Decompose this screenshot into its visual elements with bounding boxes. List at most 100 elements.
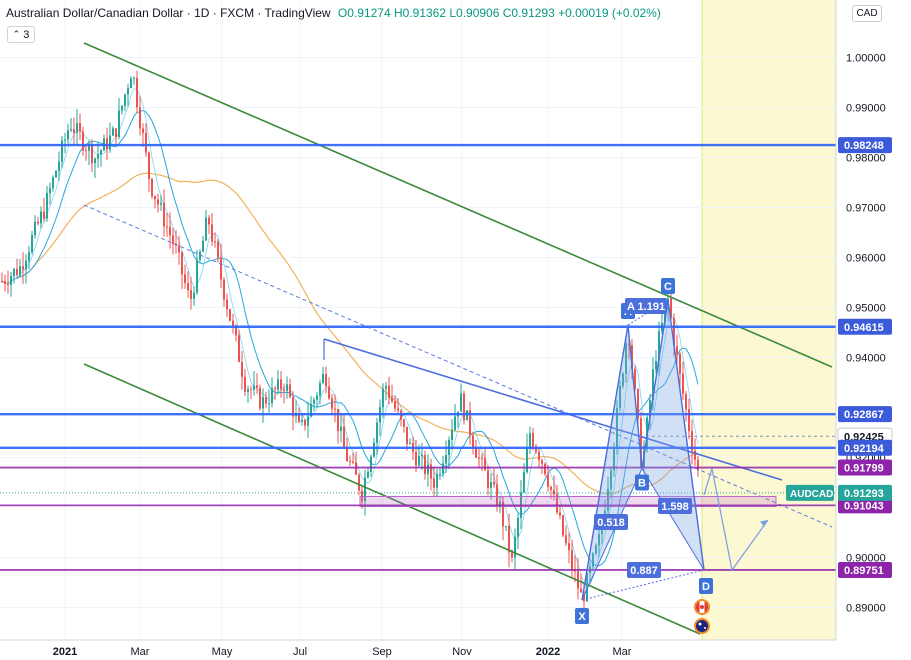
candle-body	[94, 158, 96, 164]
candle-body	[31, 235, 33, 253]
y-tick-label: 0.99000	[846, 103, 886, 115]
candle-body	[634, 368, 636, 390]
candle-body	[166, 226, 168, 228]
price-level-tag	[838, 561, 892, 578]
candle-body	[541, 460, 543, 464]
candle-body	[511, 552, 513, 558]
candle-body	[160, 202, 162, 205]
candle-body	[553, 489, 555, 495]
candle-body	[688, 409, 690, 432]
candle-body	[76, 122, 78, 133]
x-tick-label: Mar	[131, 646, 150, 658]
candle-body	[136, 77, 138, 108]
candle-body	[307, 416, 309, 426]
candle-body	[670, 298, 672, 318]
price-level-value: 0.92867	[844, 409, 884, 421]
candle-body	[652, 369, 654, 400]
candle-body	[679, 353, 681, 374]
pattern-point-box	[661, 278, 675, 294]
x-tick-label: Mar	[613, 646, 632, 658]
candle-body	[10, 276, 12, 285]
channel-upper-line	[83, 42, 833, 368]
candle-body	[442, 463, 444, 474]
candle-body	[127, 88, 129, 95]
candle-body	[64, 139, 66, 141]
candle-body	[193, 292, 195, 299]
candle-body	[685, 393, 687, 410]
candle-body	[268, 403, 270, 405]
candle-body	[112, 128, 114, 136]
candle-body	[214, 241, 216, 243]
candle-body	[418, 456, 420, 466]
candle-body	[565, 535, 567, 544]
candle-body	[532, 433, 534, 447]
candle-body	[484, 458, 486, 471]
candle-body	[613, 447, 615, 471]
price-level-value: 0.92194	[844, 443, 885, 455]
candle-body	[640, 418, 642, 467]
candle-body	[319, 383, 321, 396]
candle-body	[115, 128, 117, 138]
candle-body	[343, 426, 345, 448]
ratio-label: 1.598	[661, 501, 689, 513]
candle-body	[226, 299, 228, 310]
candle-body	[397, 408, 399, 411]
candle-body	[304, 419, 306, 426]
price-level-tag	[838, 406, 892, 423]
candle-body	[58, 161, 60, 172]
candle-body	[67, 130, 69, 140]
candle-body	[229, 309, 231, 321]
candle-body	[691, 431, 693, 451]
candle-body	[43, 211, 45, 219]
candle-body	[364, 477, 366, 502]
ratio-label: 0.518	[597, 517, 625, 529]
time-axis[interactable]: 2021 Mar May Jul Sep Nov 2022 Mar	[53, 646, 632, 658]
candle-body	[79, 122, 81, 132]
price-axis[interactable]: 1.00000 0.99000 0.98000 0.97000 0.96000 0.950…	[846, 53, 886, 615]
candle-body	[346, 447, 348, 462]
candle-body	[289, 384, 291, 397]
harmonic-xd-line	[581, 569, 705, 601]
y-tick-label: 0.97000	[846, 203, 886, 215]
candle-body	[211, 224, 213, 242]
candle-body	[82, 131, 84, 151]
candle-body	[598, 534, 600, 546]
candle-body	[370, 456, 372, 473]
candle-body	[256, 385, 258, 388]
candle-body	[340, 426, 342, 432]
candle-body	[49, 188, 51, 194]
candle-body	[562, 515, 564, 536]
candle-body	[391, 397, 393, 402]
pattern-point-label: C	[664, 281, 672, 293]
candle-body	[172, 235, 174, 244]
candle-body	[286, 384, 288, 391]
symbol-tag	[786, 484, 834, 501]
channel-lower-line	[83, 363, 701, 635]
candle-body	[580, 588, 582, 593]
x-tick-label: 2022	[536, 646, 560, 658]
price-levels	[0, 143, 836, 571]
indicator-collapse-button[interactable]: ⌃ 3	[7, 26, 35, 43]
candle-body	[385, 385, 387, 389]
candle-body	[331, 398, 333, 409]
candle-body	[223, 279, 225, 300]
cad-flag-icon	[694, 599, 710, 615]
candle-body	[97, 154, 99, 159]
drawings	[0, 42, 836, 635]
candle-body	[70, 129, 72, 131]
pattern-point-box	[699, 578, 713, 594]
currency-badge[interactable]: CAD	[852, 5, 882, 22]
grid	[0, 0, 836, 640]
resistance-trendline	[323, 338, 783, 481]
symbol-title[interactable]: Australian Dollar/Canadian Dollar · 1D ·…	[6, 6, 331, 20]
candle-body	[622, 373, 624, 386]
candle-body	[427, 464, 429, 474]
y-tick-label: 0.94000	[846, 353, 886, 365]
candle-body	[547, 473, 549, 487]
candle-body	[430, 464, 432, 479]
ratio-box	[658, 498, 692, 514]
candle-body	[1, 281, 3, 282]
candle-body	[559, 512, 561, 516]
pattern-point-box	[575, 608, 589, 624]
